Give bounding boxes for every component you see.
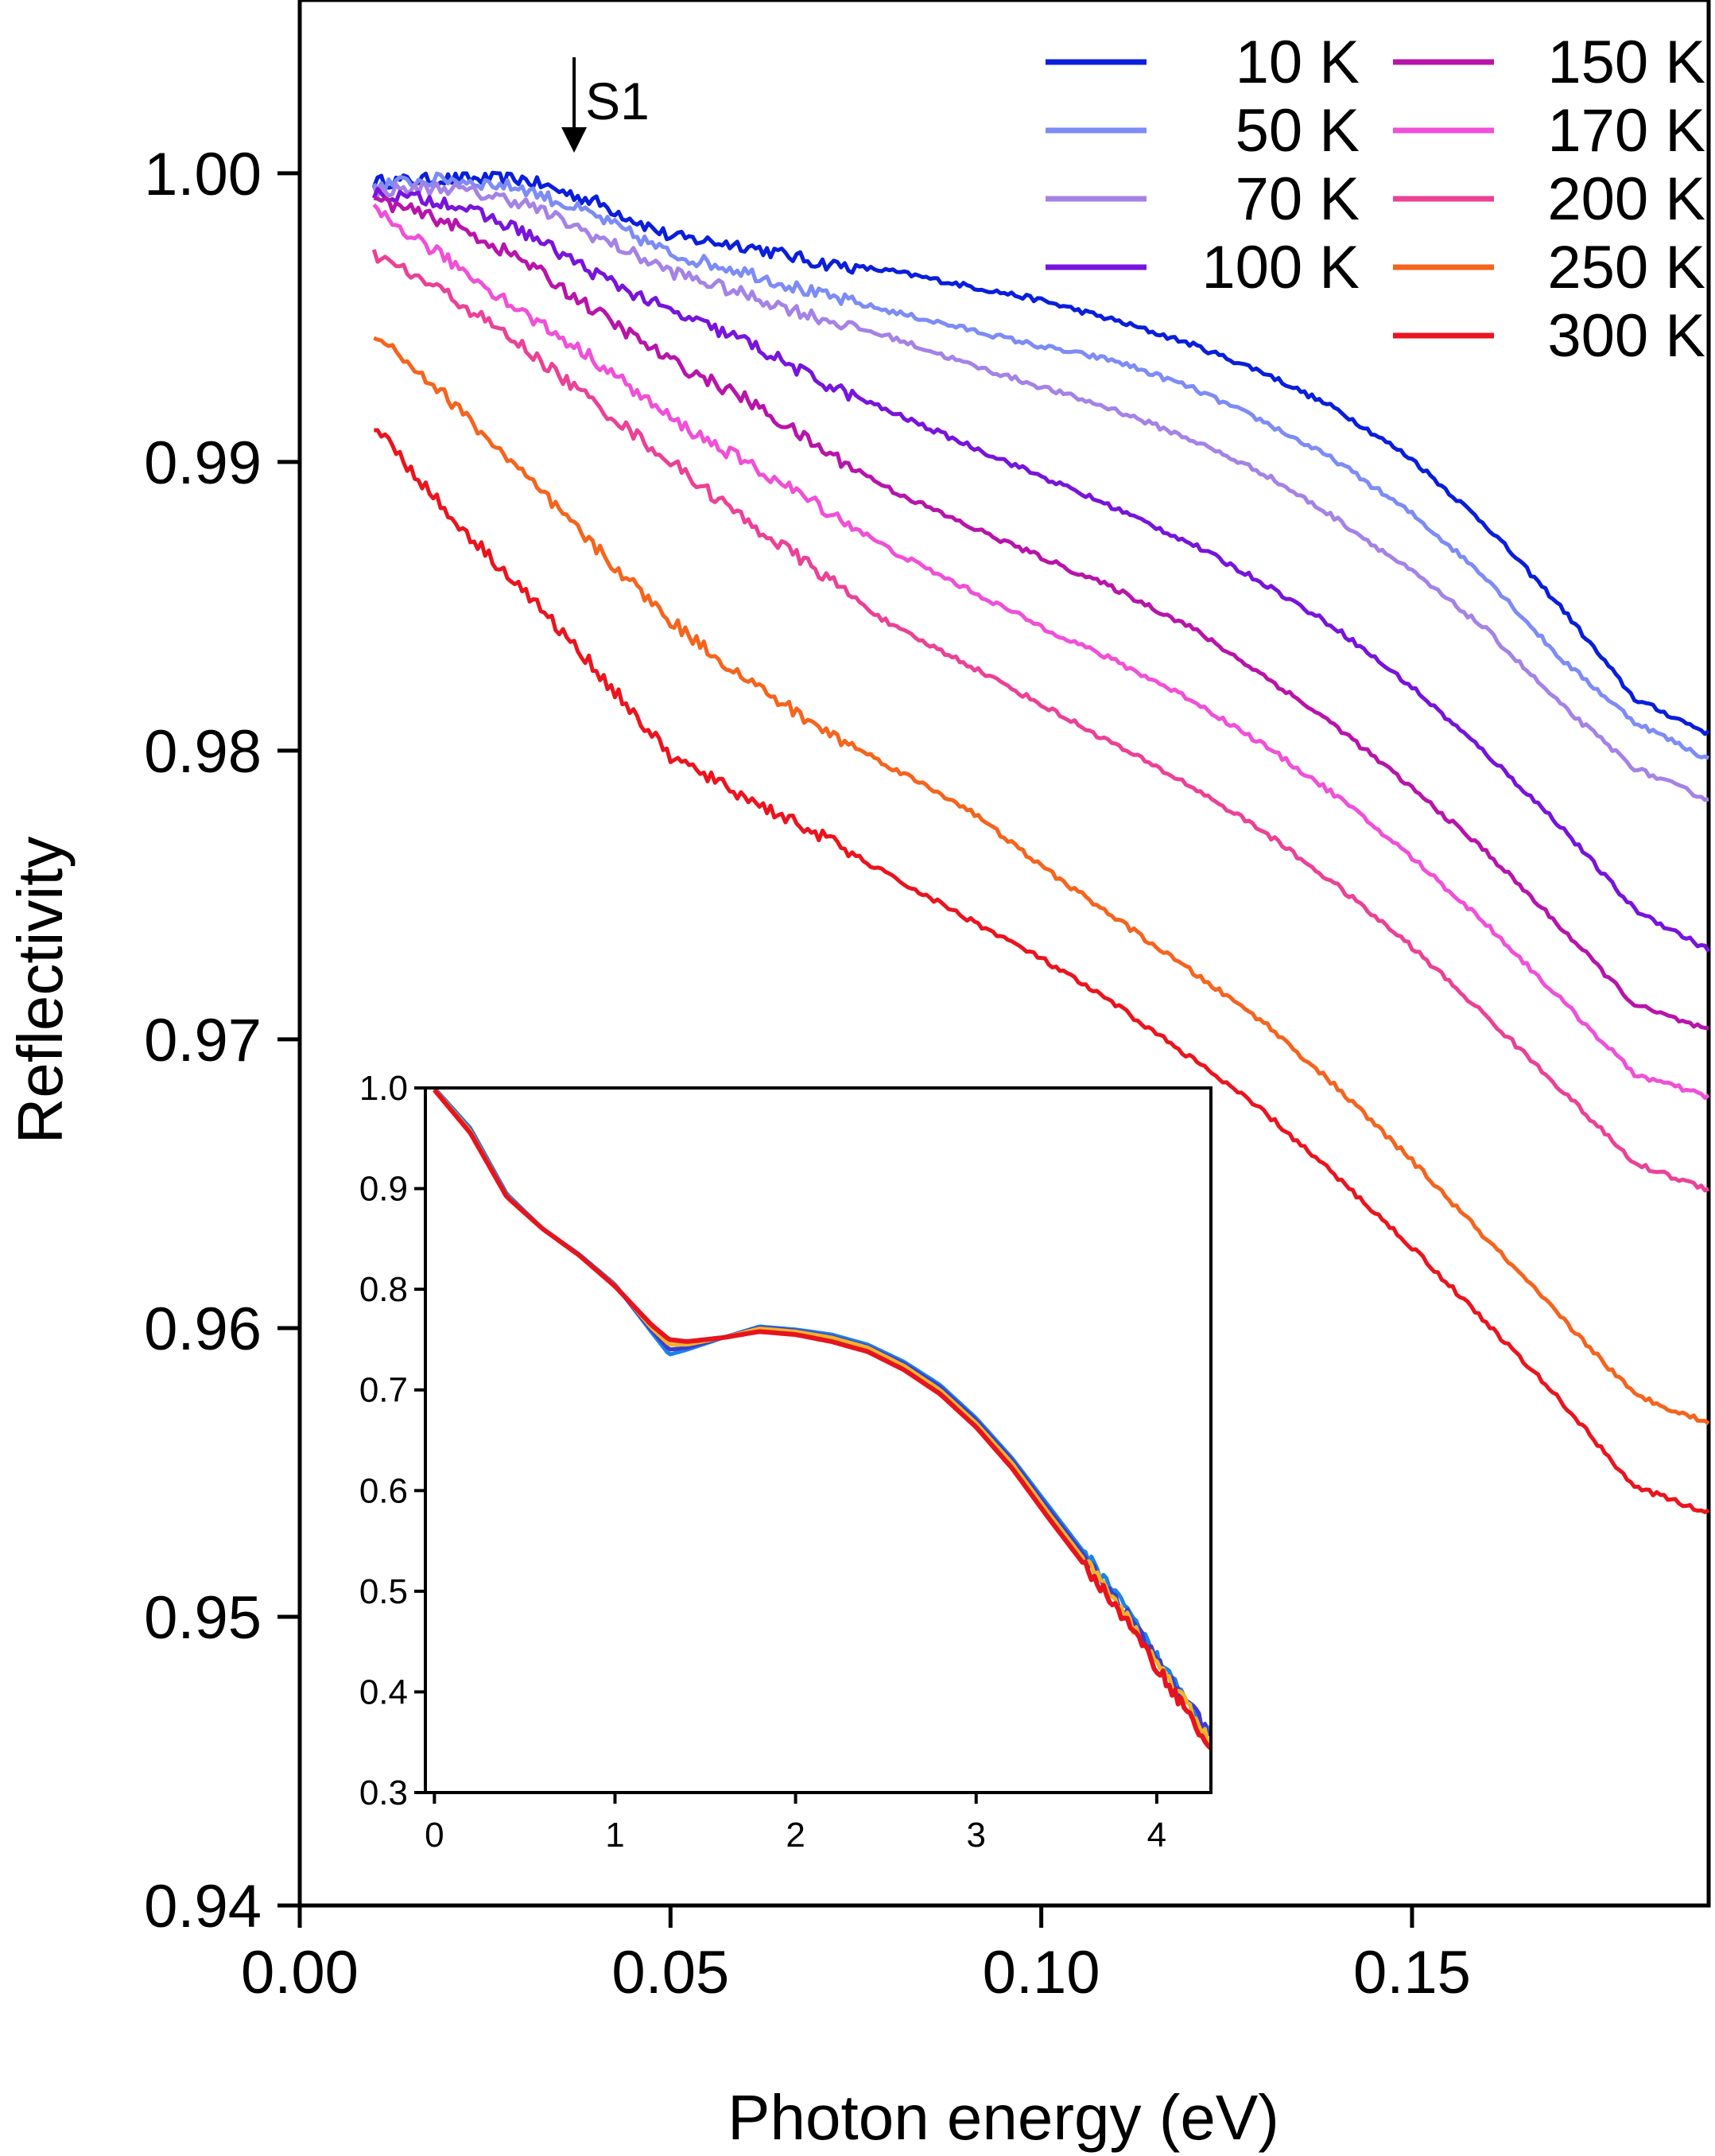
legend-label: 10 K — [1236, 29, 1360, 96]
main-series-line-300k — [374, 428, 1710, 1514]
main-y-tick-label: 0.95 — [144, 1584, 262, 1652]
inset-x-tick-label: 3 — [966, 1816, 985, 1855]
main-series-line-50k — [372, 171, 1710, 760]
main-x-axis: 0.00 0.05 0.10 0.15 — [241, 1905, 1471, 2006]
main-x-tick-label: 0.10 — [983, 1939, 1100, 2006]
main-x-tick-label: 0.00 — [241, 1939, 359, 2006]
main-y-tick-label: 0.98 — [144, 718, 262, 786]
legend-label: 170 K — [1547, 97, 1705, 165]
legend-label: 50 K — [1236, 97, 1360, 165]
inset-y-tick-label: 0.5 — [359, 1572, 408, 1611]
main-series-line-150k — [373, 196, 1709, 1031]
legend-label: 70 K — [1236, 165, 1360, 233]
inset-y-tick-label: 0.9 — [359, 1170, 408, 1209]
main-plot-frame — [297, 0, 1711, 1908]
inset-x-tick-label: 4 — [1147, 1816, 1166, 1855]
main-y-axis: 0.94 0.95 0.96 0.97 0.98 0.99 1.00 — [144, 141, 300, 1940]
s1-label: S1 — [585, 72, 650, 130]
main-series-line-10k — [371, 170, 1710, 736]
inset-plot-frame — [424, 1086, 1213, 1794]
main-y-tick-label: 0.96 — [144, 1296, 262, 1363]
legend-label: 100 K — [1201, 234, 1360, 301]
legend-label: 200 K — [1547, 165, 1705, 233]
inset-y-tick-label: 1.0 — [359, 1069, 408, 1108]
s1-annotation: S1 — [561, 57, 650, 153]
main-series-group — [371, 170, 1711, 1514]
main-y-tick-label: 0.94 — [144, 1873, 262, 1940]
inset-y-axis: 0.3 0.4 0.5 0.6 0.7 0.8 0.9 1.0 — [359, 1069, 425, 1812]
main-x-tick-label: 0.15 — [1353, 1939, 1471, 2006]
inset-x-axis: 0 1 2 3 4 — [425, 1793, 1166, 1855]
main-x-tick-label: 0.05 — [611, 1939, 729, 2006]
main-series-line-200k — [371, 249, 1709, 1193]
inset-y-tick-label: 0.8 — [359, 1270, 408, 1309]
inset-x-tick-label: 0 — [425, 1816, 444, 1855]
s1-arrow-head-icon — [561, 127, 588, 153]
main-series-line-170k — [372, 203, 1710, 1100]
main-series-line-100k — [371, 187, 1711, 953]
main-y-tick-label: 0.99 — [144, 429, 262, 497]
inset-y-tick-label: 0.4 — [359, 1672, 408, 1711]
main-series-line-70k — [371, 181, 1709, 802]
inset-y-tick-label: 0.3 — [359, 1773, 408, 1812]
legend-label: 300 K — [1547, 302, 1705, 370]
inset-plot-background — [425, 1088, 1211, 1793]
legend-label: 250 K — [1547, 234, 1705, 301]
x-axis-title: Photon energy (eV) — [728, 2082, 1279, 2153]
legend-label: 150 K — [1547, 29, 1705, 96]
inset-chart: 0.3 0.4 0.5 0.6 0.7 0.8 0.9 1.0 0 1 2 3 4 — [359, 1069, 1213, 1855]
main-y-tick-label: 0.97 — [144, 1007, 262, 1074]
y-axis-title: Reflectivity — [5, 837, 76, 1144]
inset-series-group — [433, 1086, 1213, 1750]
main-y-tick-label: 1.00 — [144, 141, 262, 208]
inset-x-tick-label: 2 — [786, 1816, 805, 1855]
inset-x-tick-label: 1 — [605, 1816, 624, 1855]
inset-y-tick-label: 0.6 — [359, 1471, 408, 1510]
inset-y-tick-label: 0.7 — [359, 1371, 408, 1410]
main-series-line-250k — [373, 336, 1710, 1425]
inset-series-line-300k — [433, 1088, 1213, 1750]
